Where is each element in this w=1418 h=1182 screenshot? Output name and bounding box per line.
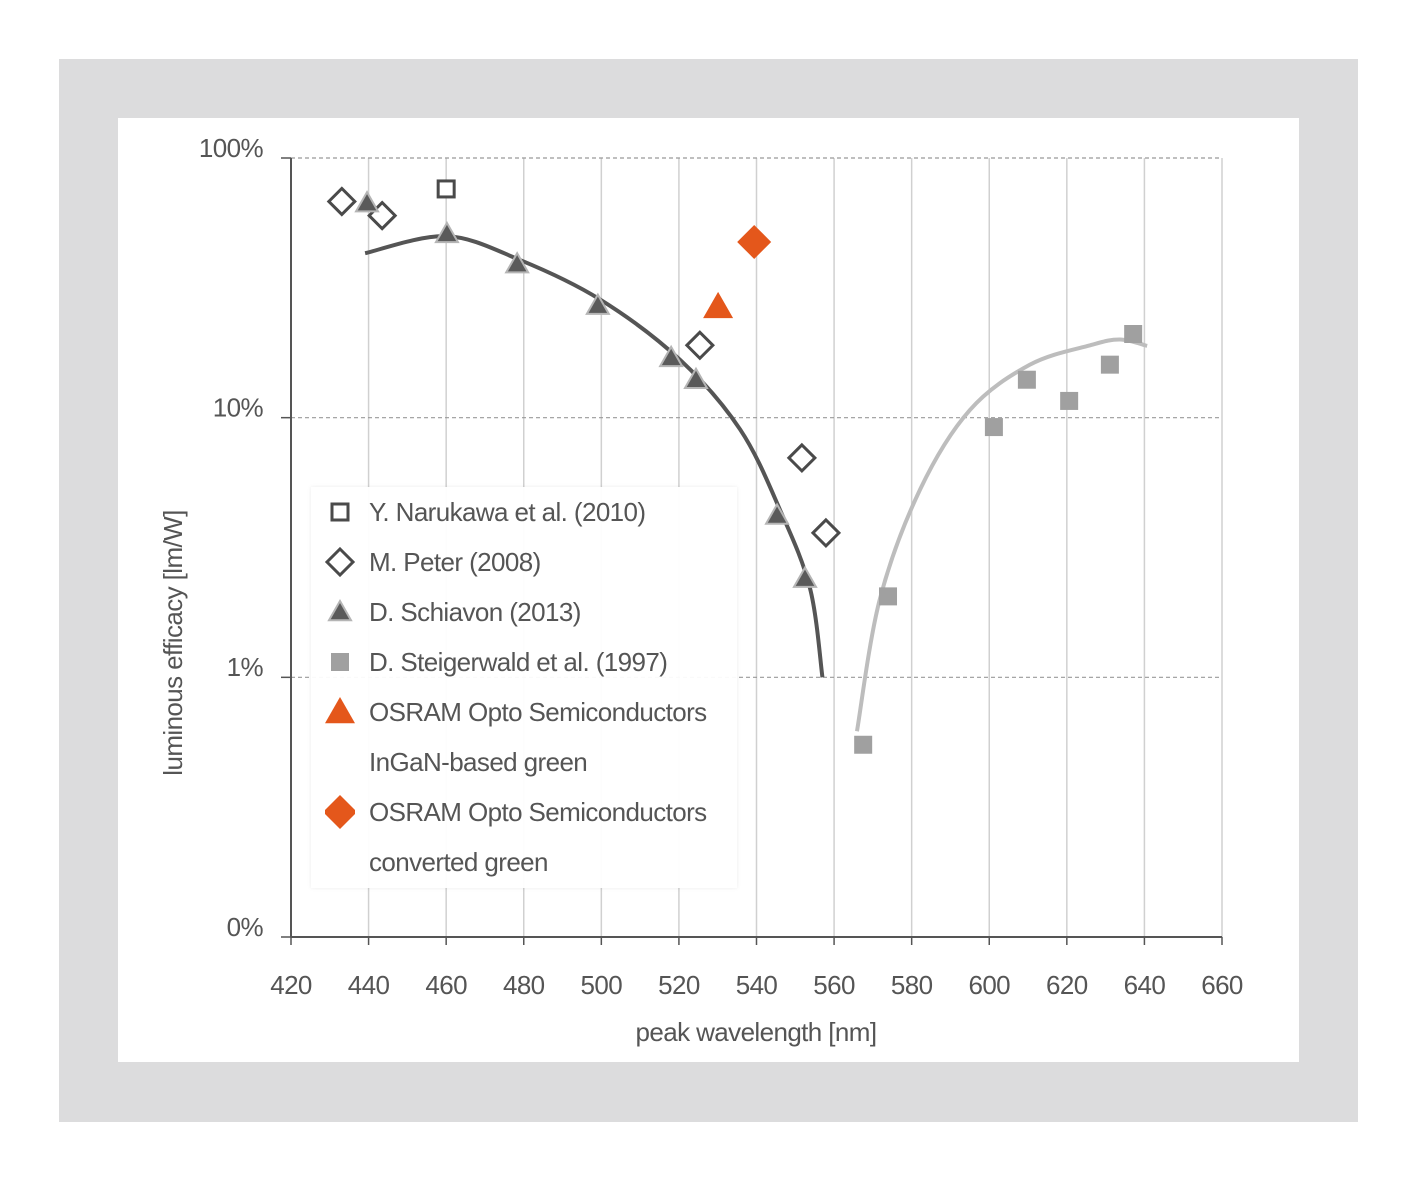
y-tick-label: 1% (227, 652, 264, 682)
legend-icon (327, 598, 353, 622)
marker (1124, 324, 1143, 343)
legend-icon (331, 653, 349, 671)
y-tick-label: 10% (213, 393, 264, 423)
marker (326, 186, 357, 217)
legend-item: M. Peter (2008) (325, 537, 737, 587)
legend-label: D. Steigerwald et al. (1997) (369, 647, 668, 677)
marker (683, 366, 709, 389)
trend-line (364, 234, 825, 678)
legend-item: OSRAM Opto Semiconductors InGaN-based gr… (325, 687, 737, 787)
marker (325, 546, 355, 578)
x-tick-label: 580 (891, 970, 933, 1000)
marker (984, 418, 1003, 437)
marker (354, 190, 380, 213)
marker (792, 565, 818, 588)
x-tick-label: 420 (270, 970, 312, 1000)
legend-label: Y. Narukawa et al. (2010) (369, 497, 646, 527)
legend-item: D. Steigerwald et al. (1997) (325, 637, 737, 687)
legend-label: OSRAM Opto Semiconductors InGaN-based gr… (369, 697, 707, 777)
marker (330, 502, 350, 522)
marker (879, 587, 898, 606)
x-tick-label: 560 (813, 970, 855, 1000)
x-tick-label: 440 (348, 970, 390, 1000)
legend-label: D. Schiavon (2013) (369, 597, 581, 627)
x-tick-label: 600 (968, 970, 1010, 1000)
x-axis-title: peak wavelength [nm] (636, 1017, 877, 1047)
x-tick-label: 480 (503, 970, 545, 1000)
marker (585, 292, 611, 315)
legend-item: OSRAM Opto Semiconductors converted gree… (325, 787, 737, 887)
marker (325, 697, 355, 724)
legend-item: Y. Narukawa et al. (2010) (325, 487, 737, 537)
marker (331, 653, 349, 671)
x-tick-label: 520 (658, 970, 700, 1000)
marker (504, 251, 530, 274)
marker (737, 224, 772, 259)
x-tick-label: 620 (1046, 970, 1088, 1000)
legend-icon (325, 795, 355, 829)
marker (764, 502, 790, 525)
marker (434, 220, 460, 244)
marker (810, 517, 842, 549)
y-tick-label: 0% (227, 912, 264, 942)
marker (1100, 355, 1119, 374)
legend-icon (325, 697, 355, 724)
x-tick-label: 460 (425, 970, 467, 1000)
legend-item: D. Schiavon (2013) (325, 587, 737, 637)
x-tick-label: 660 (1201, 970, 1243, 1000)
x-tick-label: 640 (1124, 970, 1166, 1000)
legend-label: OSRAM Opto Semiconductors converted gree… (369, 797, 707, 877)
marker (854, 735, 873, 754)
x-tick-label: 540 (736, 970, 778, 1000)
y-tick-label: 100% (199, 133, 264, 163)
marker (436, 179, 456, 199)
legend-icon (325, 546, 355, 578)
legend-label: M. Peter (2008) (369, 547, 541, 577)
legend: Y. Narukawa et al. (2010) M. Peter (2008)… (311, 487, 737, 888)
marker (1060, 391, 1079, 410)
marker (786, 442, 818, 474)
marker (325, 795, 355, 829)
marker (684, 330, 715, 361)
legend-icon (330, 502, 350, 522)
y-axis-title: luminous efficacy [lm/W] (158, 510, 188, 775)
marker (1017, 370, 1036, 389)
x-tick-label: 500 (581, 970, 623, 1000)
marker (658, 344, 684, 368)
marker (327, 598, 353, 622)
marker (703, 291, 734, 319)
